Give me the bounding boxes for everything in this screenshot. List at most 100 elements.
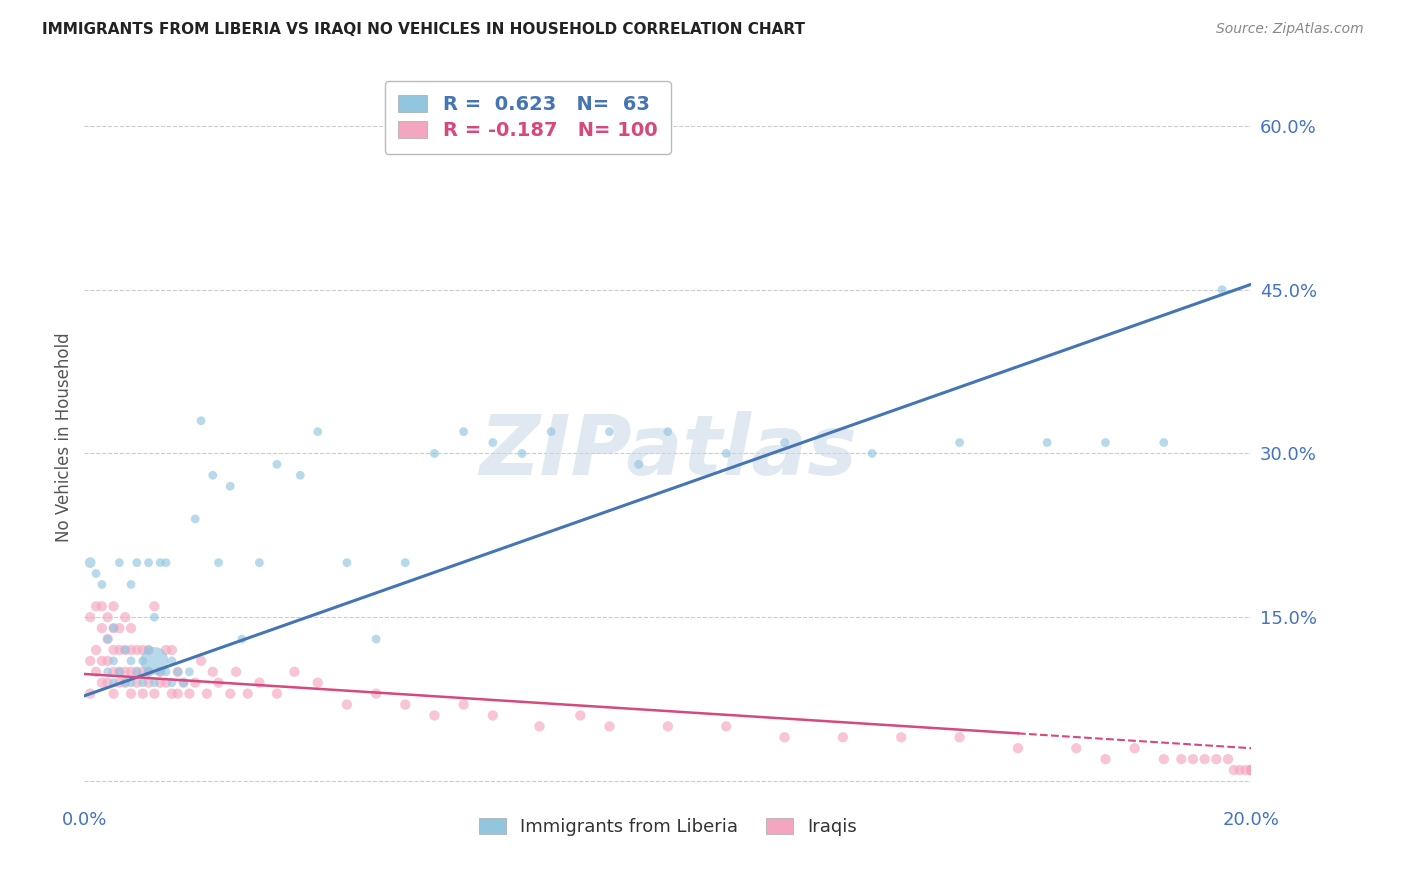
Point: [716, 719, 738, 733]
Point: [108, 665, 131, 679]
Point: [108, 643, 131, 657]
Point: [114, 643, 136, 657]
Text: IMMIGRANTS FROM LIBERIA VS IRAQI NO VEHICLES IN HOUSEHOLD CORRELATION CHART: IMMIGRANTS FROM LIBERIA VS IRAQI NO VEHI…: [42, 22, 806, 37]
Point: [160, 654, 183, 668]
Point: [84, 599, 107, 614]
Point: [1094, 752, 1116, 766]
Point: [949, 435, 972, 450]
Point: [114, 643, 136, 657]
Point: [1229, 763, 1251, 777]
Point: [860, 446, 883, 460]
Point: [1240, 763, 1263, 777]
Point: [132, 654, 155, 668]
Point: [84, 643, 107, 657]
Point: [103, 643, 125, 657]
Y-axis label: No Vehicles in Household: No Vehicles in Household: [55, 332, 73, 542]
Point: [79, 610, 101, 624]
Point: [482, 708, 505, 723]
Point: [482, 435, 505, 450]
Point: [1240, 763, 1263, 777]
Point: [160, 675, 183, 690]
Point: [103, 687, 125, 701]
Point: [1205, 752, 1227, 766]
Point: [510, 446, 533, 460]
Point: [166, 665, 188, 679]
Point: [138, 675, 160, 690]
Point: [97, 632, 120, 646]
Point: [599, 719, 621, 733]
Point: [143, 610, 166, 624]
Point: [890, 731, 912, 745]
Point: [143, 599, 166, 614]
Point: [132, 643, 155, 657]
Point: [599, 425, 621, 439]
Point: [1153, 752, 1175, 766]
Point: [1123, 741, 1146, 756]
Point: [149, 675, 172, 690]
Point: [103, 665, 125, 679]
Point: [114, 675, 136, 690]
Point: [103, 675, 125, 690]
Point: [160, 687, 183, 701]
Point: [949, 731, 972, 745]
Point: [84, 566, 107, 581]
Point: [190, 414, 212, 428]
Point: [1182, 752, 1205, 766]
Point: [166, 665, 188, 679]
Point: [103, 621, 125, 635]
Text: ZIPatlas: ZIPatlas: [479, 411, 856, 492]
Point: [1240, 763, 1263, 777]
Point: [266, 458, 288, 472]
Point: [394, 698, 416, 712]
Point: [149, 665, 172, 679]
Point: [103, 621, 125, 635]
Point: [90, 621, 112, 635]
Text: Source: ZipAtlas.com: Source: ZipAtlas.com: [1216, 22, 1364, 37]
Point: [90, 654, 112, 668]
Point: [307, 675, 329, 690]
Point: [114, 610, 136, 624]
Point: [219, 687, 242, 701]
Point: [423, 446, 446, 460]
Point: [1240, 763, 1263, 777]
Point: [114, 675, 136, 690]
Point: [716, 446, 738, 460]
Point: [120, 643, 142, 657]
Point: [1036, 435, 1059, 450]
Point: [97, 665, 120, 679]
Point: [120, 577, 142, 591]
Point: [120, 621, 142, 635]
Point: [1211, 283, 1233, 297]
Point: [108, 665, 131, 679]
Point: [173, 675, 195, 690]
Point: [108, 556, 131, 570]
Point: [125, 643, 148, 657]
Point: [1223, 763, 1246, 777]
Point: [1240, 763, 1263, 777]
Point: [90, 675, 112, 690]
Point: [138, 665, 160, 679]
Point: [97, 610, 120, 624]
Point: [1216, 752, 1239, 766]
Point: [366, 687, 388, 701]
Point: [773, 435, 796, 450]
Point: [138, 665, 160, 679]
Point: [125, 665, 148, 679]
Point: [249, 675, 271, 690]
Point: [125, 665, 148, 679]
Point: [120, 654, 142, 668]
Point: [120, 687, 142, 701]
Point: [307, 425, 329, 439]
Point: [179, 665, 201, 679]
Point: [453, 425, 475, 439]
Point: [201, 468, 224, 483]
Point: [166, 687, 188, 701]
Point: [138, 643, 160, 657]
Point: [394, 556, 416, 570]
Point: [1007, 741, 1029, 756]
Point: [138, 643, 160, 657]
Point: [155, 643, 177, 657]
Point: [453, 698, 475, 712]
Point: [103, 654, 125, 668]
Point: [219, 479, 242, 493]
